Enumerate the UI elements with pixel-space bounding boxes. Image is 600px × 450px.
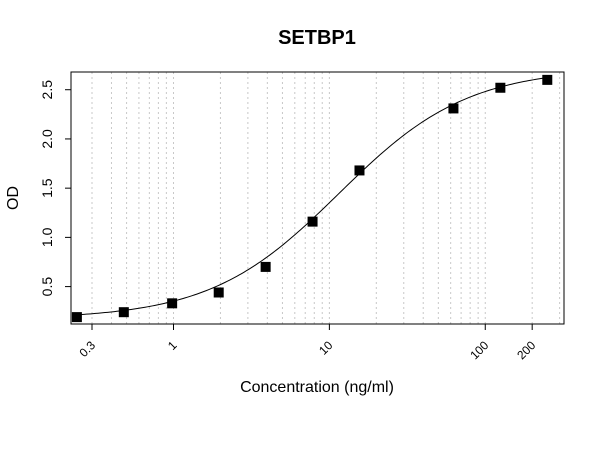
- x-tick-label: 10: [316, 338, 336, 358]
- x-tick-label: 100: [467, 338, 491, 362]
- grid-lines: [91, 72, 561, 324]
- data-point: [260, 261, 271, 272]
- x-tick-label: 200: [514, 338, 538, 362]
- x-axis-label: Concentration (ng/ml): [240, 379, 394, 396]
- data-point: [307, 216, 318, 227]
- x-tick-label: 1: [165, 338, 180, 353]
- x-axis: 0.3 1 10 100 200: [76, 324, 539, 362]
- x-tick-label: 0.3: [76, 338, 98, 360]
- data-point: [213, 287, 224, 298]
- data-point: [448, 103, 459, 114]
- data-point: [542, 74, 553, 85]
- fit-curve: [76, 77, 548, 316]
- y-tick-label: 1.0: [39, 227, 55, 247]
- data-point: [495, 82, 506, 93]
- data-point: [354, 165, 365, 176]
- y-axis: 0.5 1.0 1.5 2.0 2.5: [39, 80, 71, 297]
- y-tick-label: 1.5: [39, 178, 55, 198]
- data-point: [167, 298, 178, 309]
- y-tick-label: 0.5: [39, 277, 55, 297]
- y-tick-label: 2.0: [39, 129, 55, 149]
- data-point: [71, 312, 82, 323]
- chart-title: SETBP1: [278, 27, 356, 49]
- plot-frame: [70, 71, 565, 325]
- data-point: [118, 307, 129, 318]
- data-points: [71, 74, 553, 323]
- y-axis-label: OD: [5, 186, 22, 210]
- y-tick-label: 2.5: [39, 80, 55, 100]
